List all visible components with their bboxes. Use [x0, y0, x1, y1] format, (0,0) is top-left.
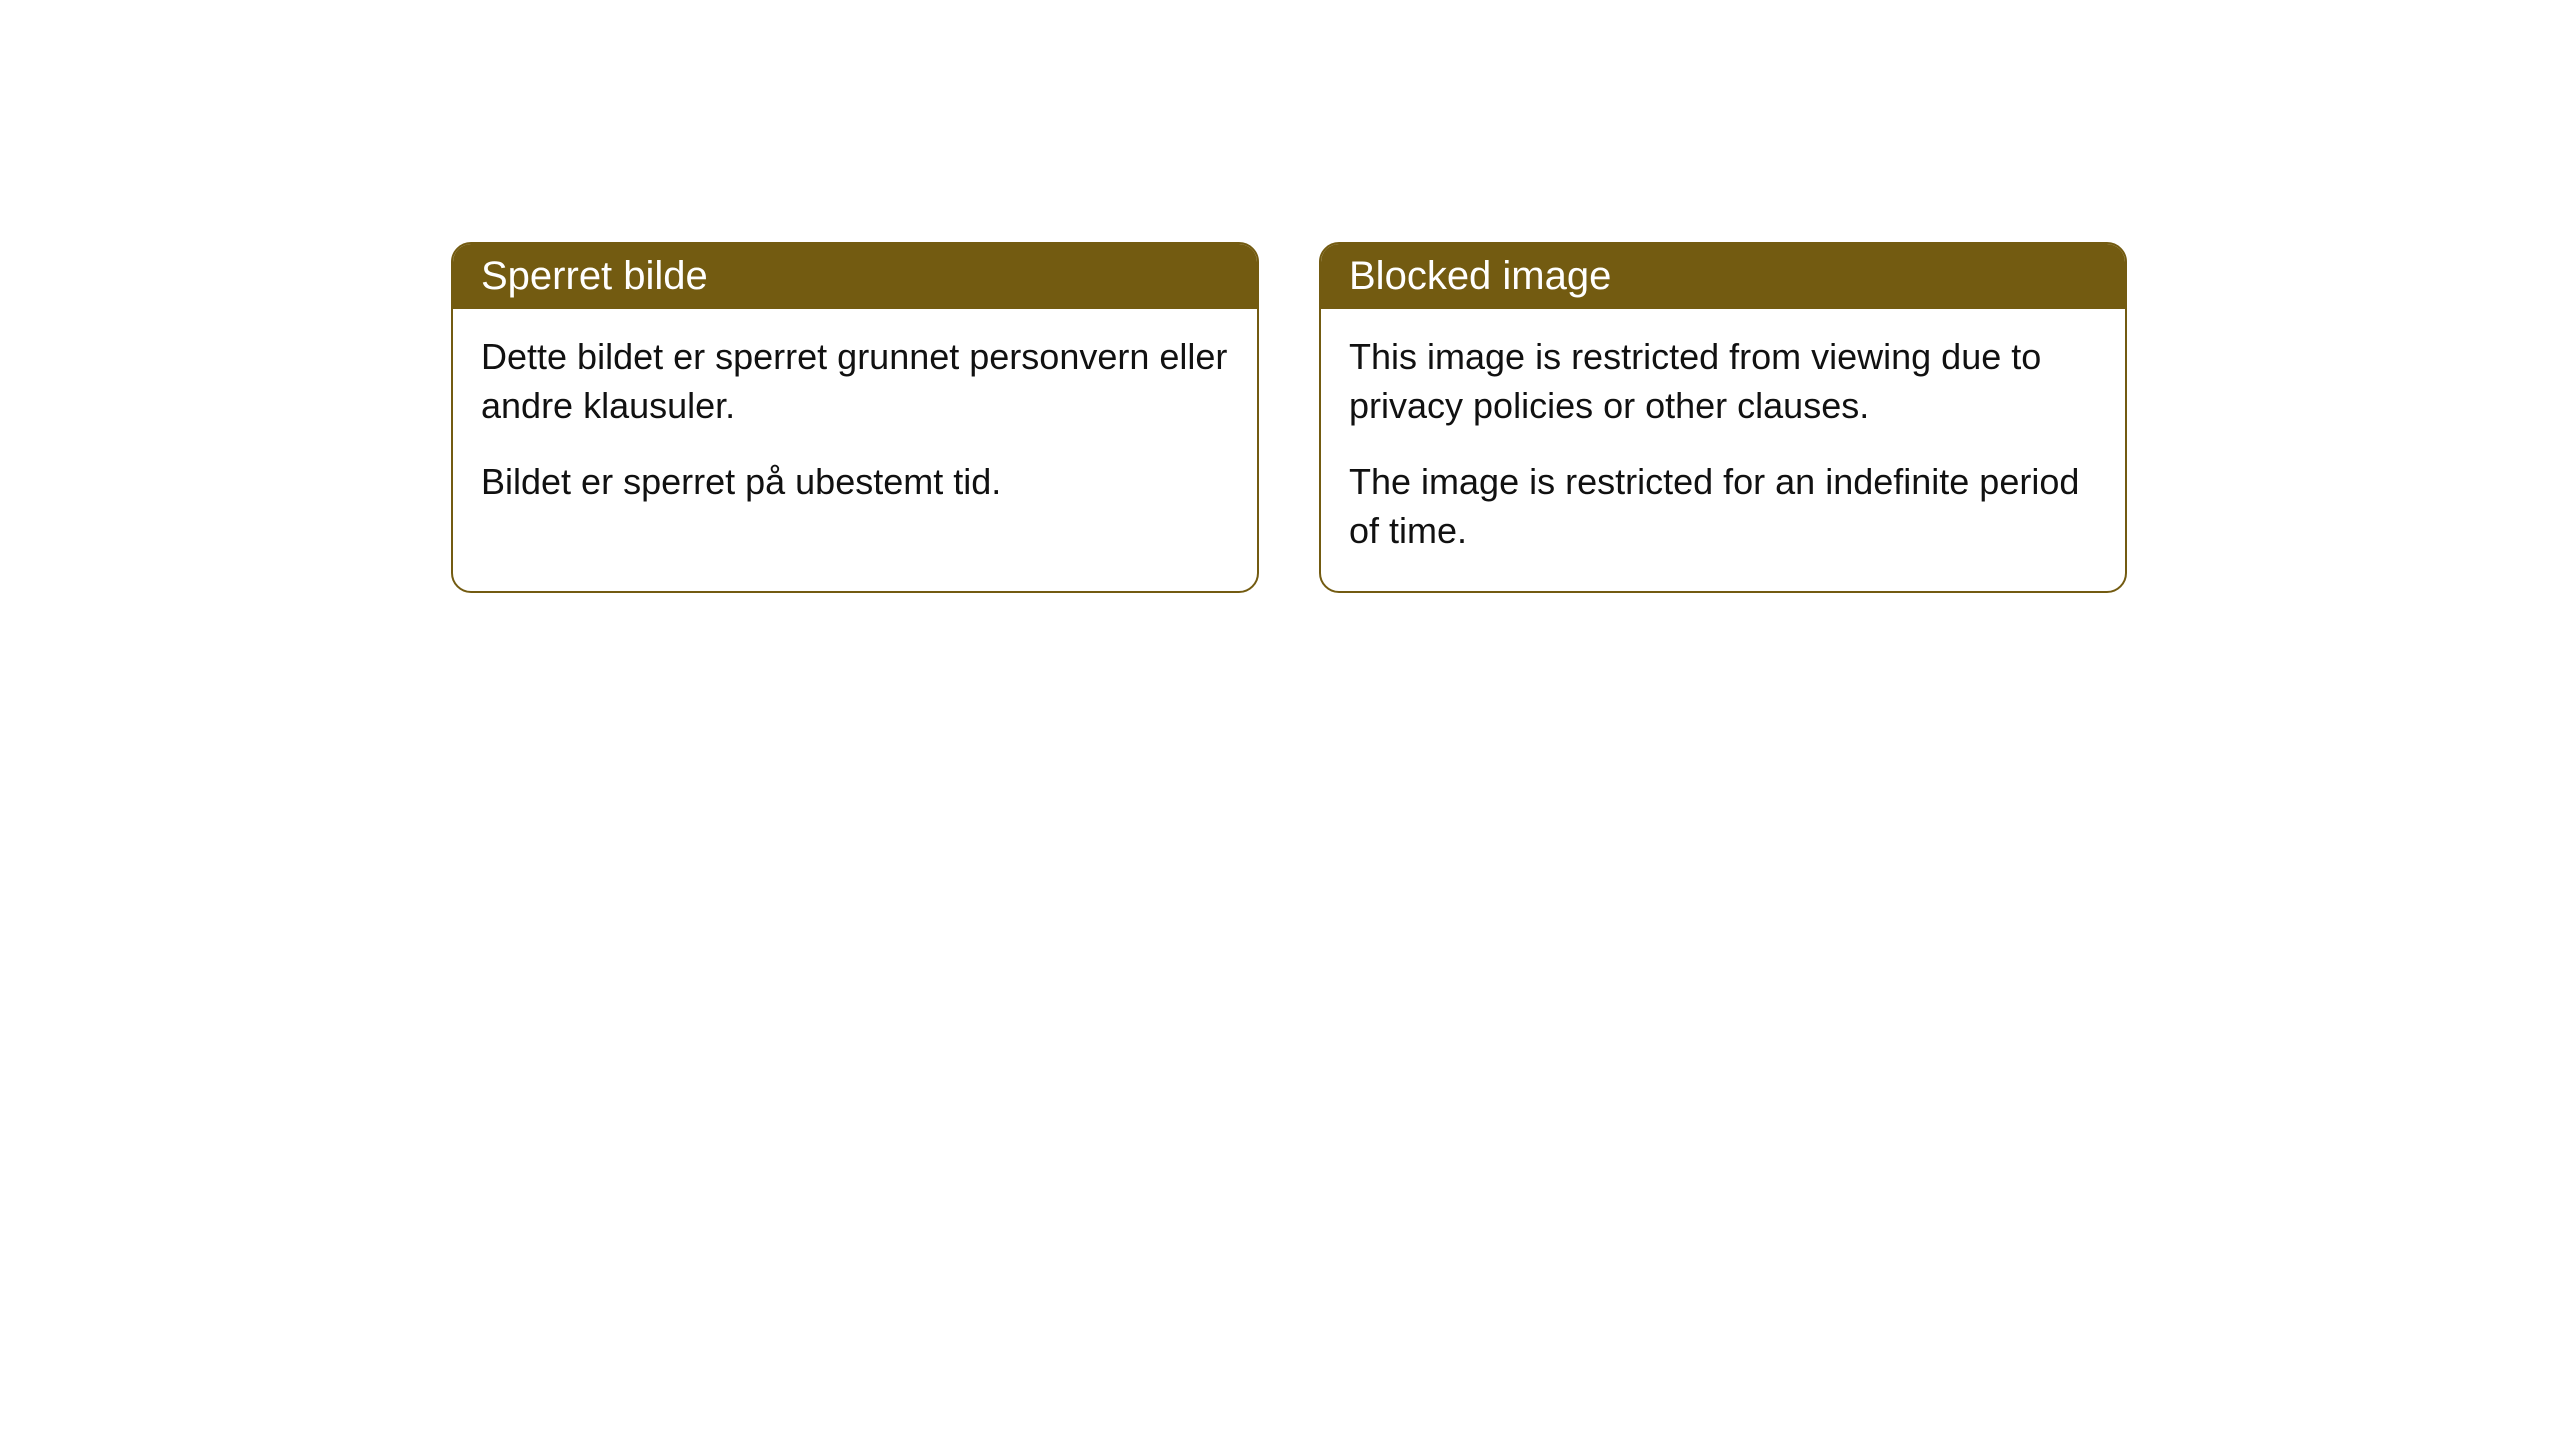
card-body: Dette bildet er sperret grunnet personve…	[453, 309, 1257, 543]
card-paragraph: This image is restricted from viewing du…	[1349, 333, 2097, 430]
card-paragraph: Dette bildet er sperret grunnet personve…	[481, 333, 1229, 430]
notice-card-english: Blocked image This image is restricted f…	[1319, 242, 2127, 593]
card-paragraph: The image is restricted for an indefinit…	[1349, 458, 2097, 555]
card-paragraph: Bildet er sperret på ubestemt tid.	[481, 458, 1229, 507]
card-title: Sperret bilde	[481, 254, 708, 298]
card-title: Blocked image	[1349, 254, 1611, 298]
card-header: Sperret bilde	[453, 244, 1257, 309]
notice-card-norwegian: Sperret bilde Dette bildet er sperret gr…	[451, 242, 1259, 593]
card-header: Blocked image	[1321, 244, 2125, 309]
card-body: This image is restricted from viewing du…	[1321, 309, 2125, 591]
notice-container: Sperret bilde Dette bildet er sperret gr…	[0, 0, 2560, 593]
